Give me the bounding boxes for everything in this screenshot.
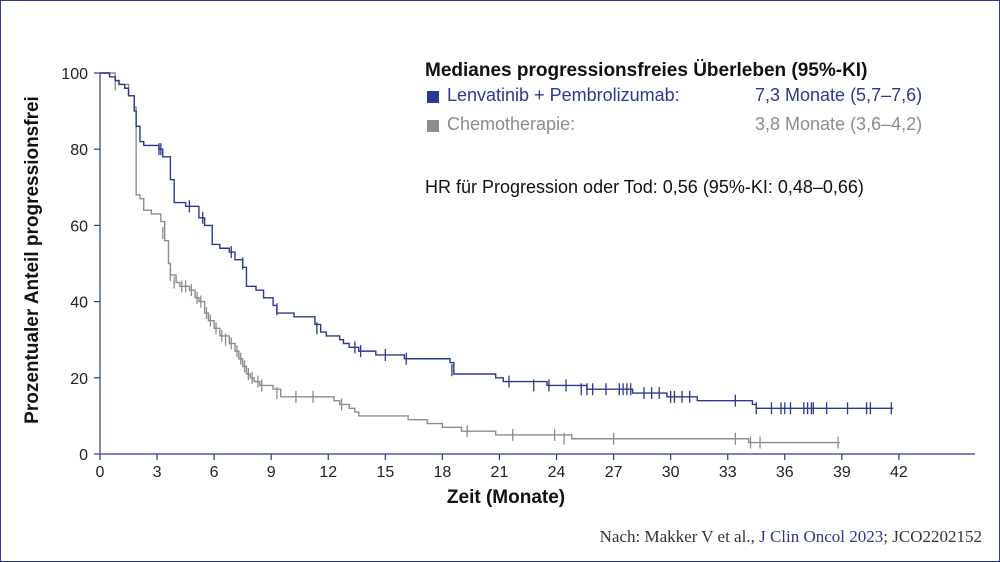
x-tick-label: 39 (833, 464, 851, 481)
x-tick-label: 0 (96, 464, 105, 481)
series-line-chemo (100, 72, 840, 444)
x-tick-label: 27 (605, 464, 623, 481)
x-tick-label: 3 (153, 464, 162, 481)
x-tick-label: 6 (210, 464, 219, 481)
series-line-lenvatinib (100, 72, 894, 409)
legend: Medianes progressionsfreies Überleben (9… (425, 60, 985, 140)
legend-swatch-chemo (427, 120, 439, 132)
x-tick-label: 33 (719, 464, 737, 481)
x-tick-label: 36 (776, 464, 794, 481)
y-tick-label: 0 (79, 447, 88, 464)
legend-entry-chemo: Chemotherapie: 3,8 Monate (3,6–4,2) (425, 111, 985, 140)
legend-entry-lenvatinib: Lenvatinib + Pembrolizumab: 7,3 Monate (… (425, 82, 985, 111)
y-tick-label: 40 (70, 295, 88, 312)
y-axis-label: Prozentualer Anteil progressionsfrei (22, 96, 43, 424)
legend-title: Medianes progressionsfreies Überleben (9… (425, 60, 868, 81)
x-tick-label: 9 (267, 464, 276, 481)
source-journal: J Clin Oncol 2023 (759, 527, 884, 546)
x-tick-label: 42 (890, 464, 908, 481)
legend-swatch-lenvatinib (427, 91, 439, 103)
x-tick-label: 30 (662, 464, 680, 481)
legend-name-chemo: Chemotherapie: (447, 114, 576, 134)
legend-value-chemo: 3,8 Monate (3,6–4,2) (755, 114, 923, 134)
x-tick-label: 15 (376, 464, 394, 481)
source-citation: Nach: Makker V et al., J Clin Oncol 2023… (600, 527, 982, 547)
x-axis-label: Zeit (Monate) (447, 487, 565, 508)
y-tick-label: 100 (61, 66, 88, 83)
y-tick-label: 20 (70, 371, 88, 388)
source-suffix: ; JCO2202152 (883, 527, 982, 546)
x-tick-label: 12 (319, 464, 337, 481)
hazard-ratio-annotation: HR für Progression oder Tod: 0,56 (95%-K… (425, 177, 864, 197)
x-tick-label: 24 (548, 464, 566, 481)
plot-area (100, 72, 894, 449)
y-tick-label: 80 (70, 142, 88, 159)
legend-value-lenvatinib: 7,3 Monate (5,7–7,6) (755, 85, 923, 105)
x-tick-label: 18 (433, 464, 451, 481)
x-tick-label: 21 (491, 464, 509, 481)
legend-name-lenvatinib: Lenvatinib + Pembrolizumab: (447, 85, 680, 105)
source-prefix: Nach: Makker V et al., (599, 527, 760, 546)
y-tick-label: 60 (70, 218, 88, 235)
